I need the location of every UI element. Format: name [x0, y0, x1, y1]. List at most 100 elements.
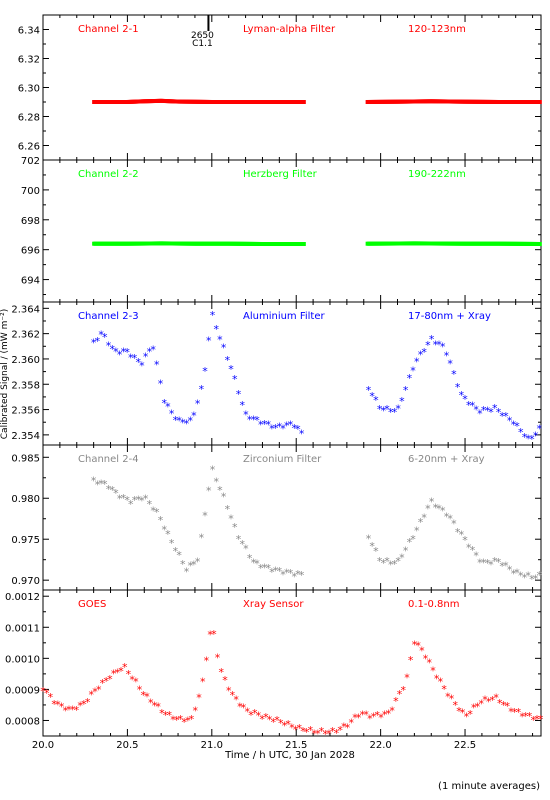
data-point: *: [159, 707, 165, 720]
data-point: *: [511, 567, 517, 580]
data-point: *: [315, 728, 321, 741]
data-point: *: [245, 705, 251, 718]
data-point: *: [154, 506, 160, 519]
data-point: *: [143, 493, 149, 506]
data-point: *: [525, 432, 531, 445]
data-point: *: [511, 419, 517, 432]
data-point: *: [407, 536, 413, 549]
data-point: *: [213, 323, 219, 336]
data-point: *: [247, 413, 253, 426]
data-point: *: [269, 566, 275, 579]
data-point: *: [122, 661, 128, 674]
panel-frame: [42, 159, 542, 303]
data-point: *: [251, 413, 257, 426]
x-tick-label: 22.5: [454, 740, 476, 751]
data-point: *: [124, 494, 130, 507]
data-point: *: [419, 645, 425, 658]
data-point: *: [426, 657, 432, 670]
data-point: *: [217, 334, 223, 347]
data-point: *: [425, 503, 431, 516]
y-tick-label: 2.364: [11, 304, 40, 315]
data-point: *: [254, 414, 260, 427]
data-point: *: [407, 372, 413, 385]
data-point: *: [254, 558, 260, 571]
data-point: *: [169, 537, 175, 550]
data-point: *: [288, 418, 294, 431]
data-point: *: [271, 716, 277, 729]
data-point: *: [180, 417, 186, 430]
data-point: *: [436, 339, 442, 352]
data-point: *: [421, 512, 427, 525]
data-point: *: [55, 699, 61, 712]
data-point: *: [496, 556, 502, 569]
data-point: *: [433, 501, 439, 514]
data-point: *: [393, 695, 399, 708]
y-tick-label: 6.26: [18, 142, 40, 153]
data-point: *: [115, 667, 121, 680]
x-tick-label: 22.0: [369, 740, 391, 751]
data-point: *: [191, 409, 197, 422]
data-point: *: [537, 569, 543, 582]
data-point: *: [113, 487, 119, 500]
data-point: *: [258, 562, 264, 575]
data-point: *: [356, 711, 362, 724]
data-point: *: [184, 417, 190, 430]
data-point: *: [462, 393, 468, 406]
data-point: *: [215, 652, 221, 665]
panel-frame: [42, 589, 542, 737]
data-point: *: [98, 478, 104, 491]
y-tick-label: 6.30: [18, 84, 40, 95]
data-point: *: [282, 720, 288, 733]
data-point: *: [382, 708, 388, 721]
y-tick-label: 6.34: [18, 26, 40, 37]
data-point: *: [210, 463, 216, 476]
data-point: *: [403, 384, 409, 397]
data-point: *: [128, 351, 134, 364]
data-point: *: [375, 709, 381, 722]
panel-label-band: 0.1-0.8nm: [408, 599, 460, 610]
panel-label-channel: Channel 2-3: [78, 311, 139, 322]
data-point: *: [477, 408, 483, 421]
data-point: *: [464, 711, 470, 724]
data-point: *: [219, 666, 225, 679]
data-point: *: [508, 706, 514, 719]
data-point: *: [397, 688, 403, 701]
data-point: *: [129, 673, 135, 686]
y-tick-label: 702: [21, 156, 40, 167]
data-point: *: [507, 564, 513, 577]
data-point: *: [429, 333, 435, 346]
data-point: *: [456, 705, 462, 718]
data-point: *: [492, 555, 498, 568]
data-point: *: [421, 346, 427, 359]
data-point: *: [117, 348, 123, 361]
panel-label-band: 6-20nm + Xray: [408, 454, 485, 465]
panel-label-band: 120-123nm: [408, 24, 466, 35]
data-point: *: [273, 565, 279, 578]
data-point: *: [449, 692, 455, 705]
data-point: *: [222, 674, 228, 687]
data-point: *: [470, 544, 476, 557]
data-point: *: [529, 573, 535, 586]
panel-label-filter: Xray Sensor: [243, 599, 304, 610]
data-point: *: [259, 713, 265, 726]
data-point: *: [135, 494, 141, 507]
data-point: *: [284, 419, 290, 432]
x-axis-title: Time / h UTC, 30 Jan 2028: [225, 750, 355, 761]
data-point: *: [518, 570, 524, 583]
footnote: (1 minute averages): [438, 781, 540, 792]
data-point: *: [236, 533, 242, 546]
data-point: *: [152, 700, 158, 713]
data-point: *: [429, 495, 435, 508]
data-point: *: [299, 428, 305, 441]
data-point: *: [141, 689, 147, 702]
data-point: *: [297, 722, 303, 735]
data-point: *: [334, 727, 340, 740]
panel-label-filter: Lyman-alpha Filter: [243, 24, 336, 35]
data-point: *: [210, 309, 216, 322]
data-point: *: [284, 567, 290, 580]
data-point: *: [288, 567, 294, 580]
y-tick-label: 696: [21, 246, 40, 257]
data-point: *: [217, 484, 223, 497]
y-tick-label: 2.360: [11, 355, 40, 366]
